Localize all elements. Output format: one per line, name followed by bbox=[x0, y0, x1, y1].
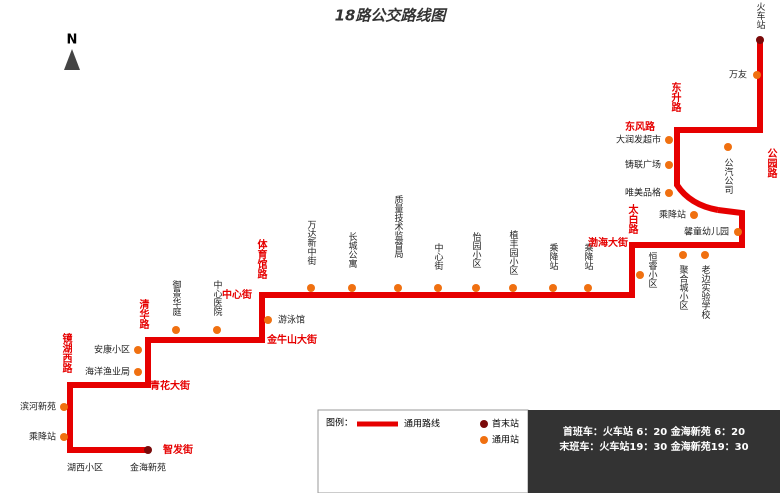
stop-label: 公汽公司 bbox=[723, 158, 734, 194]
bus-stop bbox=[636, 271, 644, 279]
stop-label: 怡园小区 bbox=[471, 231, 482, 268]
stop-label: 铸联广场 bbox=[625, 159, 661, 171]
stop-label: 老边实验学校 bbox=[700, 264, 711, 320]
bus-stop bbox=[734, 228, 742, 236]
stop-label: 植丰园小区 bbox=[508, 229, 519, 275]
stop-label: 馨童幼儿园 bbox=[684, 226, 729, 238]
stop-label: 聚合城小区 bbox=[678, 265, 689, 310]
timetable-box bbox=[528, 410, 780, 493]
timetable-last: 末班车：火车站19：30 金海新苑19：30 bbox=[559, 440, 748, 453]
bus-stop bbox=[665, 161, 673, 169]
street-label: 中心街 bbox=[222, 288, 252, 301]
stop-label: 中心医院 bbox=[212, 279, 223, 317]
stop-label: 中心街 bbox=[433, 242, 444, 271]
legend-terminal: 首末站 bbox=[492, 418, 519, 430]
stop-label: 乘降站 bbox=[583, 242, 594, 271]
bus-stop bbox=[213, 326, 221, 334]
bus-stop bbox=[549, 284, 557, 292]
street-label: 太白路 bbox=[626, 203, 639, 235]
street-label: 青花大街 bbox=[150, 379, 190, 392]
street-label: 公园路 bbox=[765, 148, 777, 179]
stop-label: 金海新苑 bbox=[130, 462, 166, 474]
map-title: 18路公交路线图 bbox=[335, 7, 449, 25]
bus-stop bbox=[690, 211, 698, 219]
bus-stop bbox=[509, 284, 517, 292]
bus-stop bbox=[679, 251, 687, 259]
bus-stop bbox=[584, 284, 592, 292]
stop-label: 滨河新苑 bbox=[20, 401, 56, 413]
bus-stop bbox=[60, 403, 68, 411]
stop-label: 火车站 bbox=[755, 2, 766, 30]
stop-label: 恒睿小区 bbox=[647, 251, 658, 288]
street-label: 清华路 bbox=[137, 298, 149, 330]
stop-label: 乘降站 bbox=[659, 209, 686, 221]
street-label: 东风路 bbox=[625, 120, 656, 133]
bus-stop bbox=[60, 433, 68, 441]
street-label: 智发街 bbox=[163, 443, 193, 456]
stop-label: 海洋渔业局 bbox=[85, 366, 130, 378]
stop-label: 长城公寓 bbox=[347, 231, 358, 269]
legend-route: 通用路线 bbox=[404, 418, 440, 430]
bus-stop bbox=[472, 284, 480, 292]
stop-label: 万达新中街 bbox=[306, 220, 317, 266]
bus-stop bbox=[753, 71, 761, 79]
street-label: 渤海大街 bbox=[588, 236, 628, 249]
legend-title: 图例： bbox=[326, 417, 353, 429]
stop-label: 万友 bbox=[729, 69, 747, 81]
stop-label: 湖西小区 bbox=[67, 463, 103, 474]
stop-label: 安康小区 bbox=[94, 344, 130, 356]
bus-stop bbox=[307, 284, 315, 292]
bus-stop bbox=[665, 136, 673, 144]
bus-stop bbox=[434, 284, 442, 292]
stop-label: 乘降站 bbox=[548, 242, 559, 271]
street-label: 金牛山大街 bbox=[266, 333, 317, 346]
bus-stop bbox=[348, 284, 356, 292]
route-line bbox=[67, 207, 745, 453]
stop-label: 乘降站 bbox=[29, 431, 56, 443]
bus-stop bbox=[264, 316, 272, 324]
north-label: N bbox=[67, 33, 78, 48]
stop-label: 游泳馆 bbox=[278, 314, 305, 326]
street-label: 镜湖西路 bbox=[60, 332, 72, 374]
bus-stop bbox=[172, 326, 180, 334]
terminal-stop bbox=[144, 446, 152, 454]
stop-label: 唯美品格 bbox=[625, 187, 661, 199]
bus-stop bbox=[701, 251, 709, 259]
route-line bbox=[674, 40, 763, 213]
bus-stop bbox=[394, 284, 402, 292]
stop-label: 大润发超市 bbox=[616, 134, 661, 146]
terminal-stop bbox=[756, 36, 764, 44]
stop-label: 御景华庭 bbox=[171, 279, 182, 317]
north-arrow bbox=[64, 49, 80, 70]
bus-stop bbox=[665, 189, 673, 197]
legend-terminal-swatch bbox=[480, 420, 488, 428]
street-label: 体育馆路 bbox=[255, 238, 267, 280]
timetable-first: 首班车：火车站 6：20 金海新苑 6：20 bbox=[563, 425, 745, 438]
bus-stop bbox=[134, 346, 142, 354]
bus-stop bbox=[134, 368, 142, 376]
street-label: 东升路 bbox=[669, 81, 681, 113]
legend-stop-swatch bbox=[480, 436, 488, 444]
legend-stop: 通用站 bbox=[492, 434, 519, 446]
bus-stop bbox=[724, 143, 732, 151]
stop-label: 质量技术监督局 bbox=[393, 194, 404, 259]
